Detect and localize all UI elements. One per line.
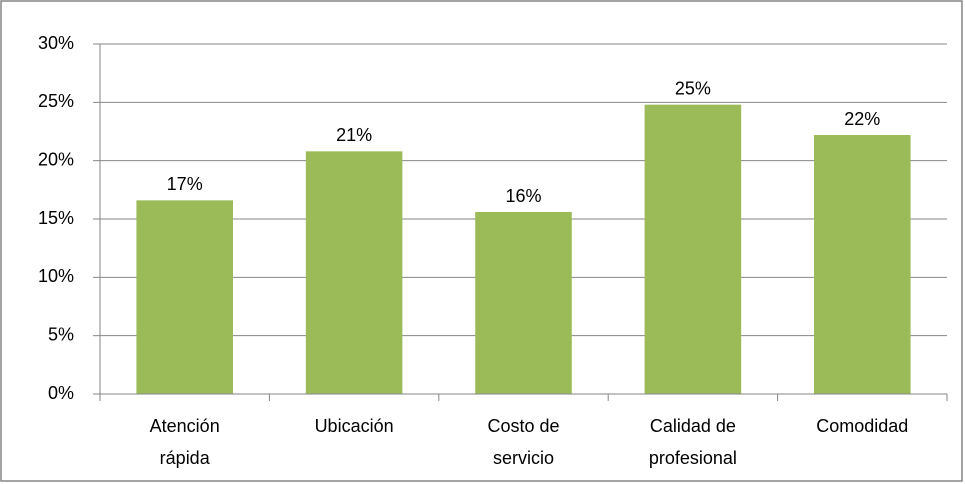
y-tick-label: 10% bbox=[38, 266, 74, 286]
bar bbox=[136, 200, 233, 394]
x-tick-label: profesional bbox=[649, 448, 737, 468]
data-label: 22% bbox=[844, 109, 880, 129]
y-tick-label: 5% bbox=[48, 324, 74, 344]
x-tick-label: Ubicación bbox=[315, 416, 394, 436]
bar bbox=[475, 212, 572, 394]
data-label: 21% bbox=[336, 125, 372, 145]
data-label: 25% bbox=[675, 78, 711, 98]
x-tick-label: rápida bbox=[160, 448, 211, 468]
y-tick-label: 0% bbox=[48, 383, 74, 403]
x-tick-label: Comodidad bbox=[816, 416, 908, 436]
x-tick-label: servicio bbox=[493, 448, 554, 468]
y-tick-label: 20% bbox=[38, 149, 74, 169]
y-tick-label: 15% bbox=[38, 208, 74, 228]
bar bbox=[814, 135, 911, 394]
y-tick-label: 25% bbox=[38, 91, 74, 111]
y-tick-label: 30% bbox=[38, 33, 74, 53]
x-tick-label: Atención bbox=[150, 416, 220, 436]
x-tick-label: Costo de bbox=[487, 416, 559, 436]
bar bbox=[305, 151, 403, 394]
data-label: 16% bbox=[505, 186, 541, 206]
bar bbox=[644, 104, 742, 395]
x-tick-label: Calidad de bbox=[650, 416, 736, 436]
data-label: 17% bbox=[167, 174, 203, 194]
